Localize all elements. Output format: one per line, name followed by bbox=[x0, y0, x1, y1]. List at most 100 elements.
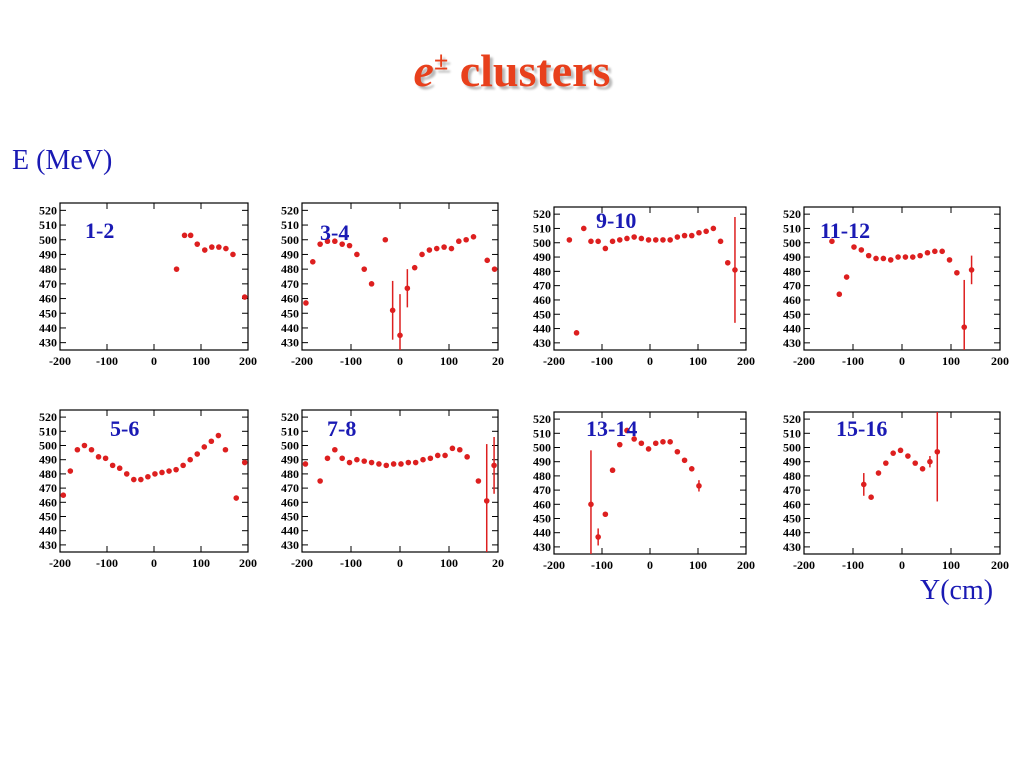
y-tick-label: 460 bbox=[533, 497, 551, 511]
y-tick-label: 440 bbox=[783, 526, 801, 540]
data-point bbox=[652, 237, 659, 243]
y-tick-label: 520 bbox=[39, 410, 57, 424]
data-point bbox=[187, 232, 194, 239]
x-tick-label: -200 bbox=[793, 558, 815, 572]
data-point bbox=[332, 446, 338, 453]
data-point bbox=[194, 241, 201, 247]
data-point bbox=[602, 511, 609, 518]
data-point bbox=[361, 458, 368, 464]
data-point bbox=[230, 251, 236, 258]
y-tick-label: 520 bbox=[281, 203, 299, 217]
x-tick-label: 0 bbox=[899, 354, 905, 368]
data-point bbox=[491, 462, 497, 469]
y-tick-label: 430 bbox=[39, 538, 57, 552]
data-point bbox=[631, 234, 637, 240]
data-point bbox=[890, 450, 896, 456]
data-point bbox=[954, 269, 960, 276]
data-point bbox=[688, 466, 695, 472]
x-tick-label: -100 bbox=[591, 558, 613, 572]
data-point bbox=[95, 454, 102, 460]
data-point bbox=[688, 232, 695, 239]
data-point bbox=[961, 324, 968, 330]
data-point bbox=[426, 247, 433, 253]
x-tick-label: -200 bbox=[793, 354, 815, 368]
y-tick-label: 490 bbox=[533, 250, 551, 264]
y-tick-label: 450 bbox=[39, 306, 57, 320]
y-tick-label: 490 bbox=[281, 453, 299, 467]
y-tick-label: 470 bbox=[783, 483, 801, 497]
data-point bbox=[398, 461, 404, 467]
x-tick-label: 100 bbox=[689, 354, 707, 368]
data-point bbox=[317, 241, 323, 247]
data-point bbox=[405, 459, 412, 466]
data-point bbox=[102, 455, 109, 462]
data-point bbox=[732, 267, 738, 273]
data-point bbox=[448, 245, 455, 252]
y-tick-label: 500 bbox=[533, 236, 551, 250]
data-point bbox=[660, 439, 666, 445]
x-tick-label: 200 bbox=[737, 354, 755, 368]
data-point bbox=[667, 439, 673, 445]
data-point bbox=[194, 451, 201, 457]
data-point bbox=[332, 238, 338, 245]
data-point bbox=[934, 448, 941, 455]
data-point bbox=[463, 236, 469, 243]
data-point bbox=[667, 237, 673, 243]
data-point bbox=[491, 266, 498, 272]
panel-label: 13-14 bbox=[586, 416, 637, 441]
data-point bbox=[883, 460, 889, 466]
data-point bbox=[166, 468, 172, 474]
x-tick-label: -200 bbox=[543, 558, 565, 572]
data-point bbox=[187, 456, 193, 463]
data-point bbox=[860, 481, 867, 488]
y-tick-label: 450 bbox=[39, 510, 57, 524]
data-point bbox=[303, 300, 309, 306]
panel-label: 3-4 bbox=[320, 220, 349, 245]
y-tick-label: 460 bbox=[39, 495, 57, 509]
x-tick-label: -200 bbox=[49, 354, 71, 368]
data-point bbox=[324, 455, 331, 462]
data-point bbox=[390, 461, 397, 467]
data-point bbox=[376, 461, 382, 467]
plot-frame-11-12 bbox=[803, 206, 1001, 351]
data-point bbox=[674, 234, 681, 240]
data-point bbox=[696, 229, 702, 236]
data-point bbox=[724, 259, 731, 266]
x-tick-label: -200 bbox=[291, 354, 313, 368]
data-point bbox=[681, 457, 688, 464]
data-point bbox=[645, 446, 652, 452]
y-tick-label: 460 bbox=[533, 293, 551, 307]
data-point bbox=[241, 294, 248, 300]
data-point bbox=[873, 255, 879, 262]
data-point bbox=[710, 225, 717, 232]
data-point bbox=[138, 476, 144, 483]
data-point bbox=[420, 456, 426, 463]
y-tick-label: 470 bbox=[39, 277, 57, 291]
y-tick-label: 450 bbox=[281, 306, 299, 320]
data-point bbox=[215, 432, 222, 439]
x-tick-label: 20 bbox=[492, 556, 504, 570]
y-tick-label: 480 bbox=[39, 467, 57, 481]
y-tick-label: 500 bbox=[39, 439, 57, 453]
title-text: clusters bbox=[448, 45, 611, 96]
data-point bbox=[573, 330, 580, 336]
y-tick-label: 520 bbox=[39, 203, 57, 217]
data-point bbox=[67, 468, 74, 474]
y-tick-label: 490 bbox=[783, 455, 801, 469]
data-point bbox=[173, 466, 179, 473]
y-tick-label: 500 bbox=[783, 236, 801, 250]
data-point bbox=[609, 238, 616, 245]
y-tick-label: 490 bbox=[39, 247, 57, 261]
y-tick-label: 510 bbox=[533, 426, 551, 440]
data-point bbox=[354, 251, 360, 258]
y-tick-label: 450 bbox=[281, 510, 299, 524]
data-point bbox=[875, 470, 882, 476]
data-point bbox=[441, 244, 447, 250]
data-point bbox=[116, 465, 123, 472]
data-point bbox=[475, 478, 482, 484]
data-point bbox=[843, 274, 850, 280]
data-point bbox=[339, 455, 345, 462]
data-point bbox=[624, 235, 630, 242]
y-tick-label: 470 bbox=[281, 481, 299, 495]
data-point bbox=[905, 453, 911, 459]
